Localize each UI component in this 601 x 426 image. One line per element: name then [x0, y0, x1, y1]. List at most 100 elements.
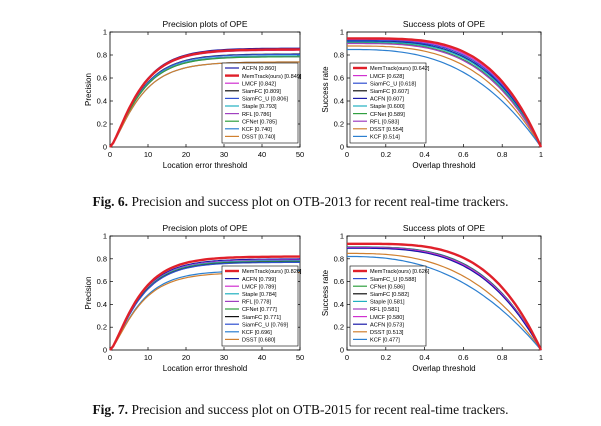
legend-label: ACFN [0.799] — [242, 277, 276, 283]
legend-label: SiamFC [0.582] — [370, 292, 409, 298]
legend-label: SiamFC_U [0.588] — [370, 277, 416, 283]
x-tick-label: 0.8 — [497, 353, 507, 362]
y-tick-label: 0.4 — [334, 97, 344, 106]
series-line-siamfc-u — [347, 39, 542, 148]
legend-label: MemTrack(ours) [0.626] — [370, 269, 430, 275]
legend-label: SiamFC_U [0.769] — [242, 322, 288, 328]
series-line-memtrack-ours- — [347, 242, 543, 351]
y-tick-label: 0.4 — [334, 300, 344, 309]
legend-label: Staple [0.793] — [242, 104, 277, 110]
y-axis-label: Success rate — [321, 66, 330, 113]
legend: MemTrack(ours) [0.642]LMCF [0.628]SiamFC… — [349, 62, 430, 144]
legend-label: DSST [0.513] — [370, 330, 404, 336]
legend: ACFN [0.860] MemTrack(ours) [0.849]LMCF [… — [221, 62, 302, 144]
figure-7-caption: Fig. 7. Precision and success plot on OT… — [0, 402, 601, 418]
legend-label: SiamFC [0.607] — [370, 89, 409, 95]
legend-box — [349, 62, 427, 144]
legend-label: LMCF [0.580] — [370, 315, 404, 321]
y-tick-label: 1 — [103, 28, 107, 37]
legend-label: Staple [0.784] — [242, 292, 277, 298]
series-line-acfn — [347, 40, 542, 148]
series-line-dsst — [109, 61, 300, 148]
legend-label: RFL [0.581] — [370, 307, 399, 313]
x-tick-label: 0 — [108, 150, 112, 159]
figure-7-label: Fig. 7. — [92, 402, 129, 417]
series-line-memtrack-ours- — [109, 255, 300, 351]
legend-label: LMCF [0.628] — [370, 74, 404, 80]
legend-label: ACFN [0.607] — [370, 97, 404, 103]
y-axis-label: Precision — [84, 277, 93, 310]
figure-6-caption-text: Precision and success plot on OTB-2013 f… — [131, 194, 509, 209]
y-tick-label: 1 — [103, 232, 107, 241]
x-axis-label: Overlap threshold — [412, 364, 475, 373]
legend-label: Staple [0.600] — [370, 104, 405, 110]
y-tick-label: 0.8 — [97, 51, 107, 60]
legend-label: RFL [0.583] — [370, 119, 399, 125]
x-tick-label: 1 — [539, 353, 543, 362]
y-axis-label: Precision — [84, 73, 93, 106]
y-tick-label: 0.6 — [97, 277, 107, 286]
series-line-memtrack-ours- — [347, 37, 543, 148]
legend-label: DSST [0.680] — [242, 338, 276, 344]
chart-2: Success plots of OPE 0 0.2 0.4 0.6 0.8 1 0 0.2 0.… — [321, 19, 543, 170]
x-tick-label: 20 — [182, 150, 190, 159]
x-axis-label: Location error threshold — [163, 364, 248, 373]
x-tick-label: 20 — [182, 353, 190, 362]
y-tick-label: 0.2 — [97, 323, 107, 332]
series-line-staple — [347, 41, 542, 148]
y-tick-label: 0.4 — [97, 300, 107, 309]
x-tick-label: 40 — [258, 150, 266, 159]
legend-box — [349, 265, 427, 347]
chart-title: Precision plots of OPE — [162, 19, 247, 29]
legend-label: RFL [0.786] — [242, 112, 271, 118]
y-tick-label: 0 — [340, 346, 344, 355]
chart-4: Success plots of OPE 0 0.2 0.4 0.6 0.8 1 0 0.2 0.… — [321, 223, 543, 373]
legend-label: SiamFC [0.809] — [242, 89, 281, 95]
series-line-dsst — [347, 252, 542, 351]
y-tick-label: 0 — [103, 346, 107, 355]
legend-label: KCF [0.477] — [370, 338, 400, 344]
x-tick-label: 0.2 — [381, 150, 391, 159]
legend-label: ACFN [0.573] — [370, 322, 404, 328]
legend-label: MemTrack(ours) [0.820] — [242, 269, 302, 275]
legend-label: SiamFC_U [0.618] — [370, 81, 416, 87]
y-tick-label: 0.8 — [97, 254, 107, 263]
legend-label: CFNet [0.777] — [242, 307, 277, 313]
legend: MemTrack(ours) [0.626] SiamFC_U [0.588]CF… — [349, 265, 430, 347]
legend-label: DSST [0.740] — [242, 135, 276, 141]
x-tick-label: 30 — [220, 150, 228, 159]
series-line-acfn — [347, 247, 542, 351]
figure-6-label: Fig. 6. — [92, 194, 129, 209]
x-tick-label: 0.8 — [497, 150, 507, 159]
x-tick-label: 1 — [539, 150, 543, 159]
series-line-cfnet — [109, 56, 300, 148]
y-tick-label: 0.6 — [334, 74, 344, 83]
x-tick-label: 40 — [258, 353, 266, 362]
y-tick-label: 0 — [340, 143, 344, 152]
x-tick-label: 50 — [296, 150, 304, 159]
legend-label: RFL [0.778] — [242, 300, 271, 306]
y-tick-label: 0.6 — [334, 277, 344, 286]
legend-label: MemTrack(ours) [0.849] — [242, 74, 302, 80]
legend-label: SiamFC_U [0.806] — [242, 97, 288, 103]
y-axis-label: Success rate — [321, 269, 330, 316]
chart-3: Precision plots of OPE 0 10 20 30 40 50 0 0.2 0.4… — [84, 223, 304, 373]
y-tick-label: 0.4 — [97, 97, 107, 106]
legend-label: KCF [0.696] — [242, 330, 272, 336]
legend-label: KCF [0.740] — [242, 127, 272, 133]
x-tick-label: 10 — [144, 150, 152, 159]
y-tick-label: 0.2 — [334, 120, 344, 129]
y-tick-label: 0.2 — [334, 323, 344, 332]
y-tick-label: 0.6 — [97, 74, 107, 83]
x-axis-label: Location error threshold — [163, 161, 248, 170]
series-line-dsst — [347, 45, 542, 148]
legend-label: KCF [0.514] — [370, 135, 400, 141]
x-axis-label: Overlap threshold — [412, 161, 475, 170]
chart-title: Success plots of OPE — [403, 19, 486, 29]
x-tick-label: 50 — [296, 353, 304, 362]
x-tick-label: 0.6 — [458, 353, 468, 362]
x-tick-label: 0 — [345, 150, 349, 159]
chart-1: Precision plots of OPE 0 10 20 30 40 50 0 0.2 0.4… — [84, 19, 304, 170]
x-tick-label: 0.2 — [381, 353, 391, 362]
legend: MemTrack(ours) [0.820] ACFN [0.799]LMCF [… — [221, 265, 302, 347]
